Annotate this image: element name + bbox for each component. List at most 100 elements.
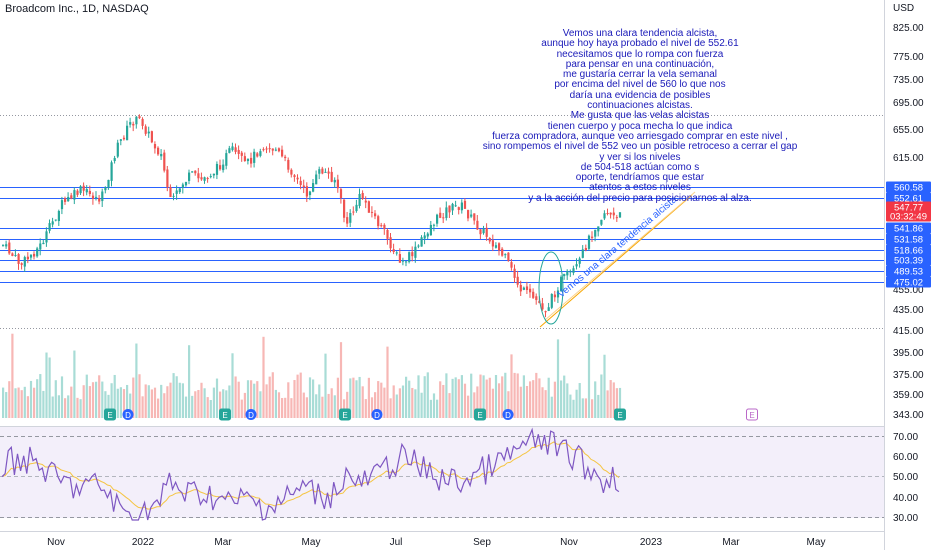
candle-body[interactable]: [110, 162, 113, 181]
candle-body[interactable]: [64, 198, 67, 202]
candle-body[interactable]: [454, 205, 457, 207]
candle-body[interactable]: [271, 148, 274, 151]
candle-body[interactable]: [343, 199, 346, 218]
candle-body[interactable]: [563, 274, 566, 277]
earnings-marker[interactable]: E: [614, 408, 626, 421]
candle-body[interactable]: [184, 181, 188, 186]
candle-body[interactable]: [48, 223, 51, 231]
candle-body[interactable]: [308, 191, 312, 196]
candle-body[interactable]: [153, 143, 157, 149]
candle-body[interactable]: [569, 271, 572, 273]
dividend-marker[interactable]: D: [245, 409, 257, 420]
candle-body[interactable]: [73, 190, 76, 200]
candle-body[interactable]: [544, 311, 547, 313]
candle-body[interactable]: [240, 152, 243, 156]
candle-body[interactable]: [197, 173, 200, 179]
candle-body[interactable]: [420, 237, 423, 247]
candle-body[interactable]: [299, 180, 302, 185]
candle-body[interactable]: [501, 248, 504, 256]
candle-body[interactable]: [281, 149, 284, 157]
candle-body[interactable]: [113, 157, 116, 162]
candle-body[interactable]: [246, 158, 250, 162]
candle-body[interactable]: [374, 213, 377, 217]
candle-body[interactable]: [8, 242, 11, 254]
candle-body[interactable]: [296, 177, 299, 180]
candle-body[interactable]: [426, 233, 429, 237]
candle-body[interactable]: [132, 123, 135, 126]
candle-body[interactable]: [101, 191, 104, 202]
earnings-marker[interactable]: E: [104, 408, 116, 421]
candle-body[interactable]: [476, 220, 479, 230]
candle-body[interactable]: [129, 122, 132, 125]
dividend-marker[interactable]: D: [122, 409, 134, 420]
candle-body[interactable]: [11, 253, 14, 256]
candle-body[interactable]: [581, 249, 584, 258]
candle-body[interactable]: [370, 211, 374, 213]
candle-body[interactable]: [529, 288, 532, 293]
candle-body[interactable]: [237, 149, 240, 154]
candle-body[interactable]: [584, 247, 587, 251]
candle-body[interactable]: [200, 177, 203, 180]
candle-body[interactable]: [336, 179, 339, 189]
candle-body[interactable]: [358, 193, 361, 206]
candle-body[interactable]: [54, 219, 57, 221]
candle-body[interactable]: [346, 217, 349, 224]
candle-body[interactable]: [389, 237, 392, 249]
earnings-marker[interactable]: E: [219, 408, 231, 421]
candle-body[interactable]: [618, 212, 622, 218]
candle-body[interactable]: [398, 254, 401, 263]
candle-body[interactable]: [460, 202, 463, 211]
candle-body[interactable]: [612, 212, 615, 216]
candle-body[interactable]: [188, 172, 191, 181]
candle-body[interactable]: [225, 153, 228, 166]
candle-body[interactable]: [33, 253, 36, 257]
candle-body[interactable]: [191, 171, 194, 173]
candle-body[interactable]: [293, 175, 296, 178]
candle-body[interactable]: [448, 205, 451, 213]
earnings-marker[interactable]: E: [339, 408, 351, 421]
candle-body[interactable]: [578, 258, 581, 264]
candle-body[interactable]: [42, 242, 45, 245]
candle-body[interactable]: [39, 243, 42, 250]
candle-body[interactable]: [594, 229, 597, 237]
candle-body[interactable]: [290, 169, 293, 175]
candle-body[interactable]: [82, 185, 85, 191]
candle-body[interactable]: [122, 137, 126, 140]
candle-body[interactable]: [20, 263, 23, 265]
candle-body[interactable]: [488, 238, 491, 242]
candle-body[interactable]: [591, 236, 594, 238]
candle-body[interactable]: [14, 254, 17, 256]
candle-body[interactable]: [302, 185, 305, 188]
candle-body[interactable]: [411, 252, 414, 257]
dividend-marker[interactable]: D: [371, 409, 383, 420]
candle-body[interactable]: [439, 212, 442, 218]
candle-body[interactable]: [432, 224, 436, 226]
candle-body[interactable]: [160, 153, 163, 157]
candle-body[interactable]: [587, 235, 591, 249]
candle-body[interactable]: [318, 169, 321, 174]
candle-body[interactable]: [532, 291, 535, 298]
candle-body[interactable]: [423, 235, 426, 239]
candle-body[interactable]: [228, 148, 231, 153]
candle-body[interactable]: [417, 245, 420, 247]
candle-body[interactable]: [451, 203, 454, 211]
candle-body[interactable]: [26, 256, 29, 260]
candle-body[interactable]: [243, 156, 246, 162]
earnings-marker[interactable]: E: [474, 408, 486, 421]
candle-body[interactable]: [550, 293, 553, 308]
candle-body[interactable]: [467, 210, 470, 219]
candle-body[interactable]: [442, 217, 445, 219]
candle-body[interactable]: [463, 200, 467, 209]
candle-body[interactable]: [457, 207, 460, 210]
candle-body[interactable]: [212, 173, 215, 176]
candle-body[interactable]: [556, 290, 560, 298]
candle-body[interactable]: [287, 159, 290, 170]
candle-body[interactable]: [491, 240, 494, 247]
symbol-title[interactable]: Broadcom Inc., 1D, NASDAQ: [5, 3, 149, 15]
candle-body[interactable]: [91, 195, 95, 199]
candle-body[interactable]: [519, 284, 522, 292]
candle-body[interactable]: [436, 214, 439, 224]
candle-body[interactable]: [2, 244, 5, 246]
candle-body[interactable]: [262, 149, 265, 151]
